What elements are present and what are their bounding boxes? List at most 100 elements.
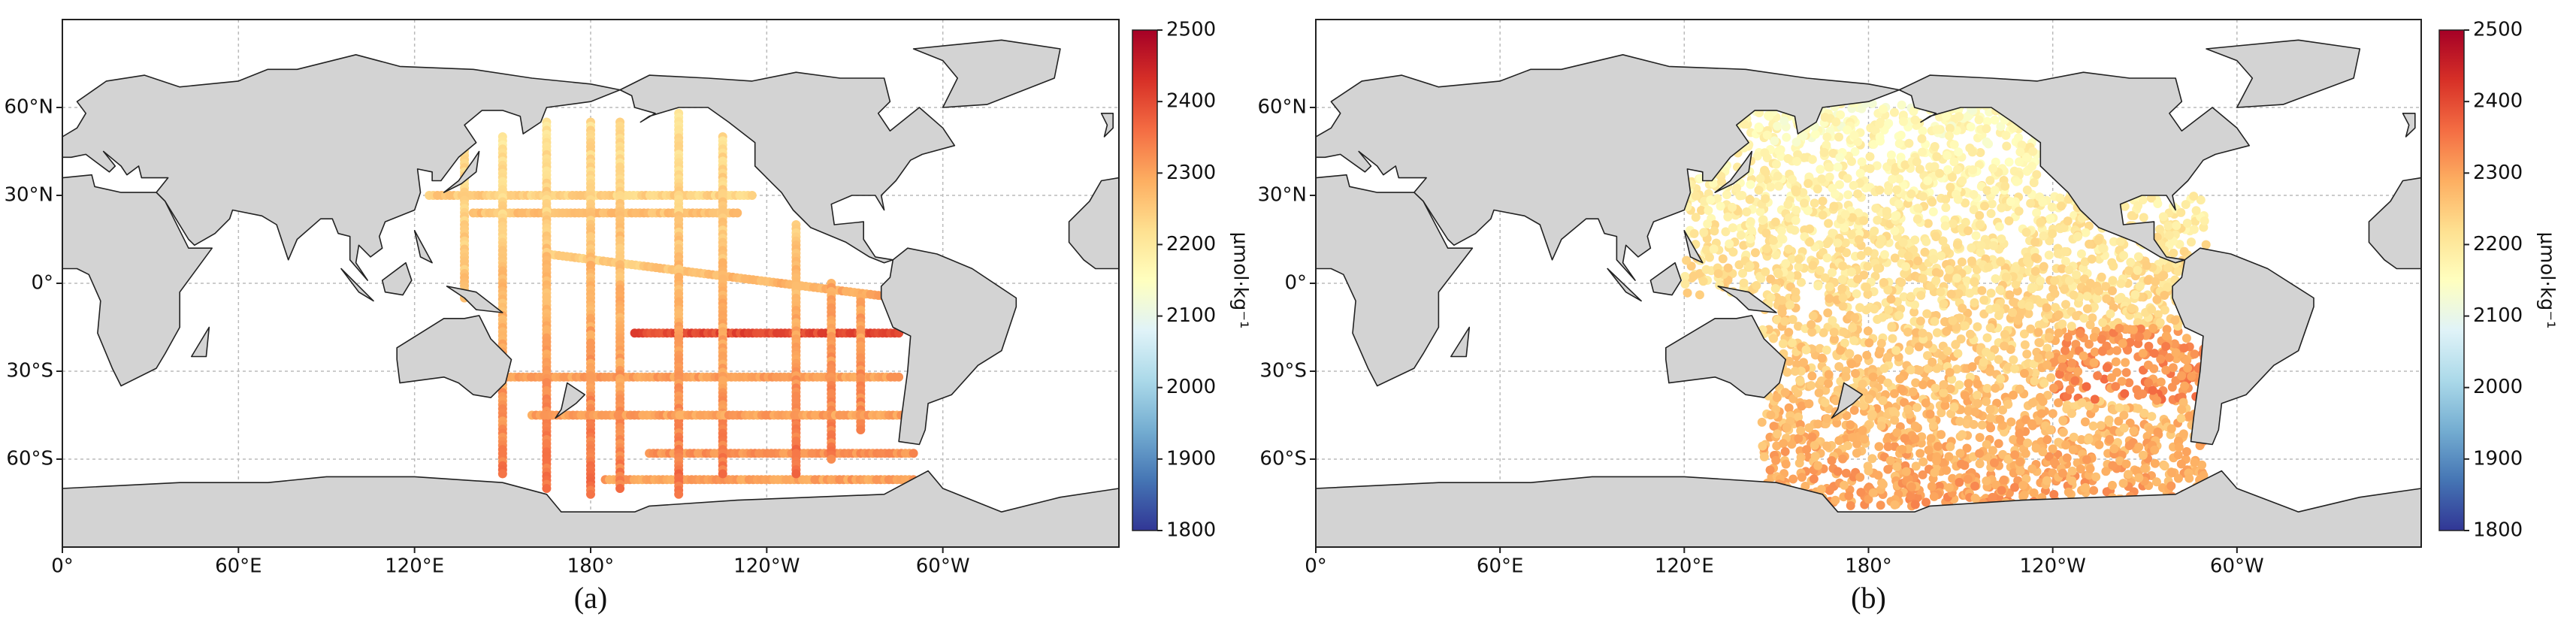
observation-dot bbox=[1785, 300, 1795, 310]
observation-dot bbox=[2024, 301, 2034, 311]
colorbar-tick-label: 1800 bbox=[2473, 519, 2523, 542]
observation-dot bbox=[1773, 429, 1782, 439]
observation-dot bbox=[2069, 290, 2079, 300]
observation-dot bbox=[1846, 359, 1856, 369]
observation-dot bbox=[2150, 349, 2160, 358]
observation-dot bbox=[1888, 174, 1897, 184]
observation-dot bbox=[1846, 230, 1856, 240]
observation-dot bbox=[2124, 470, 2133, 479]
observation-dot bbox=[1697, 206, 1707, 216]
observation-dot bbox=[1910, 235, 1920, 245]
x-tick-label: 120°E bbox=[1655, 555, 1714, 578]
observation-dot bbox=[2089, 485, 2099, 495]
observation-dot bbox=[1964, 379, 1973, 389]
observation-dot bbox=[1855, 303, 1864, 313]
observation-dot bbox=[2111, 357, 2121, 367]
observation-dot bbox=[2048, 229, 2057, 239]
observation-dot bbox=[2090, 395, 2100, 404]
observation-dot bbox=[1853, 354, 1863, 364]
observation-dot bbox=[1999, 475, 2009, 485]
observation-dot bbox=[2098, 318, 2108, 328]
colorbar-tick-label: 2400 bbox=[1166, 90, 1216, 113]
observation-dot bbox=[2044, 250, 2054, 260]
observation-dot bbox=[1796, 277, 1806, 287]
observation-dot bbox=[2039, 231, 2048, 241]
observation-dot bbox=[1804, 179, 1813, 189]
observation-dot bbox=[1952, 322, 1961, 332]
land bbox=[1316, 54, 1900, 281]
observation-dot bbox=[2148, 385, 2157, 395]
observation-dot bbox=[497, 469, 507, 479]
observation-dot bbox=[1716, 201, 1725, 211]
observation-dot bbox=[2197, 460, 2207, 470]
observation-dot bbox=[2027, 162, 2037, 171]
observation-dot bbox=[1891, 346, 1901, 355]
observation-dot bbox=[2179, 246, 2189, 256]
observation-dot bbox=[1780, 316, 1790, 326]
observation-dot bbox=[1904, 138, 1914, 148]
observation-dot bbox=[1915, 449, 1925, 458]
x-tick-label: 180° bbox=[567, 555, 615, 578]
observation-dot bbox=[2045, 213, 2055, 223]
observation-dot bbox=[2105, 434, 2115, 444]
observation-dot bbox=[1976, 248, 1985, 258]
observation-dot bbox=[2169, 339, 2179, 349]
observation-dot bbox=[1982, 440, 1991, 449]
observation-dot bbox=[2063, 216, 2073, 226]
observation-dot bbox=[1761, 267, 1770, 277]
observation-dot bbox=[1807, 155, 1817, 165]
observation-dot bbox=[1973, 322, 1982, 331]
observation-dot bbox=[1834, 361, 1844, 371]
observation-dot bbox=[1909, 307, 1919, 317]
observation-dot bbox=[2017, 299, 2027, 309]
x-tick-label: 60°E bbox=[215, 555, 262, 578]
observation-dot bbox=[2108, 461, 2118, 470]
observation-dot bbox=[2030, 368, 2040, 378]
observation-dot bbox=[1856, 250, 1866, 260]
observation-dot bbox=[1963, 474, 1973, 484]
y-tick-label: 60°N bbox=[4, 96, 53, 119]
colorbar-tick-label: 2000 bbox=[2473, 376, 2523, 398]
y-tick-label: 60°N bbox=[1257, 96, 1307, 119]
observation-dot bbox=[1843, 174, 1852, 183]
colorbar-tick-label: 1800 bbox=[1166, 519, 1216, 542]
observation-dot bbox=[1828, 268, 1837, 277]
observation-dot bbox=[1827, 455, 1837, 465]
observation-dot bbox=[1865, 164, 1875, 174]
observation-dot bbox=[1906, 189, 1916, 199]
observation-dot bbox=[2163, 283, 2172, 292]
observation-dot bbox=[1885, 456, 1895, 466]
observation-dot bbox=[1840, 480, 1849, 490]
observation-dot bbox=[2177, 405, 2187, 415]
observation-dot bbox=[1955, 449, 1965, 458]
observation-dot bbox=[1713, 269, 1723, 279]
observation-dot bbox=[1769, 334, 1779, 343]
observation-dot bbox=[1984, 139, 1994, 149]
observation-dot bbox=[2158, 212, 2168, 222]
observation-dot bbox=[1947, 172, 1957, 182]
observation-dot bbox=[1891, 210, 1901, 220]
observation-dot bbox=[1752, 281, 1761, 291]
observation-dot bbox=[1913, 256, 1923, 266]
observations bbox=[425, 108, 918, 499]
observation-dot bbox=[2021, 228, 2031, 237]
observation-dot bbox=[1946, 183, 1955, 192]
observation-dot bbox=[2118, 339, 2127, 349]
observation-dot bbox=[2077, 213, 2087, 223]
observation-dot bbox=[1976, 240, 1986, 250]
observation-dot bbox=[1838, 454, 1848, 464]
observation-dot bbox=[1780, 388, 1790, 398]
observation-dot bbox=[2145, 425, 2155, 435]
observation-dot bbox=[2002, 141, 2012, 151]
observation-dot bbox=[1850, 147, 1860, 156]
observation-dot bbox=[2062, 453, 2072, 463]
observation-dot bbox=[1788, 474, 1798, 484]
observation-dot bbox=[1820, 112, 1830, 122]
observation-dot bbox=[1952, 274, 1962, 283]
observation-dot bbox=[1703, 219, 1713, 229]
observation-dot bbox=[1961, 198, 1970, 208]
observation-dot bbox=[1704, 252, 1714, 262]
observation-dot bbox=[747, 191, 757, 200]
land bbox=[1450, 326, 1471, 358]
observation-dot bbox=[1740, 119, 1749, 129]
